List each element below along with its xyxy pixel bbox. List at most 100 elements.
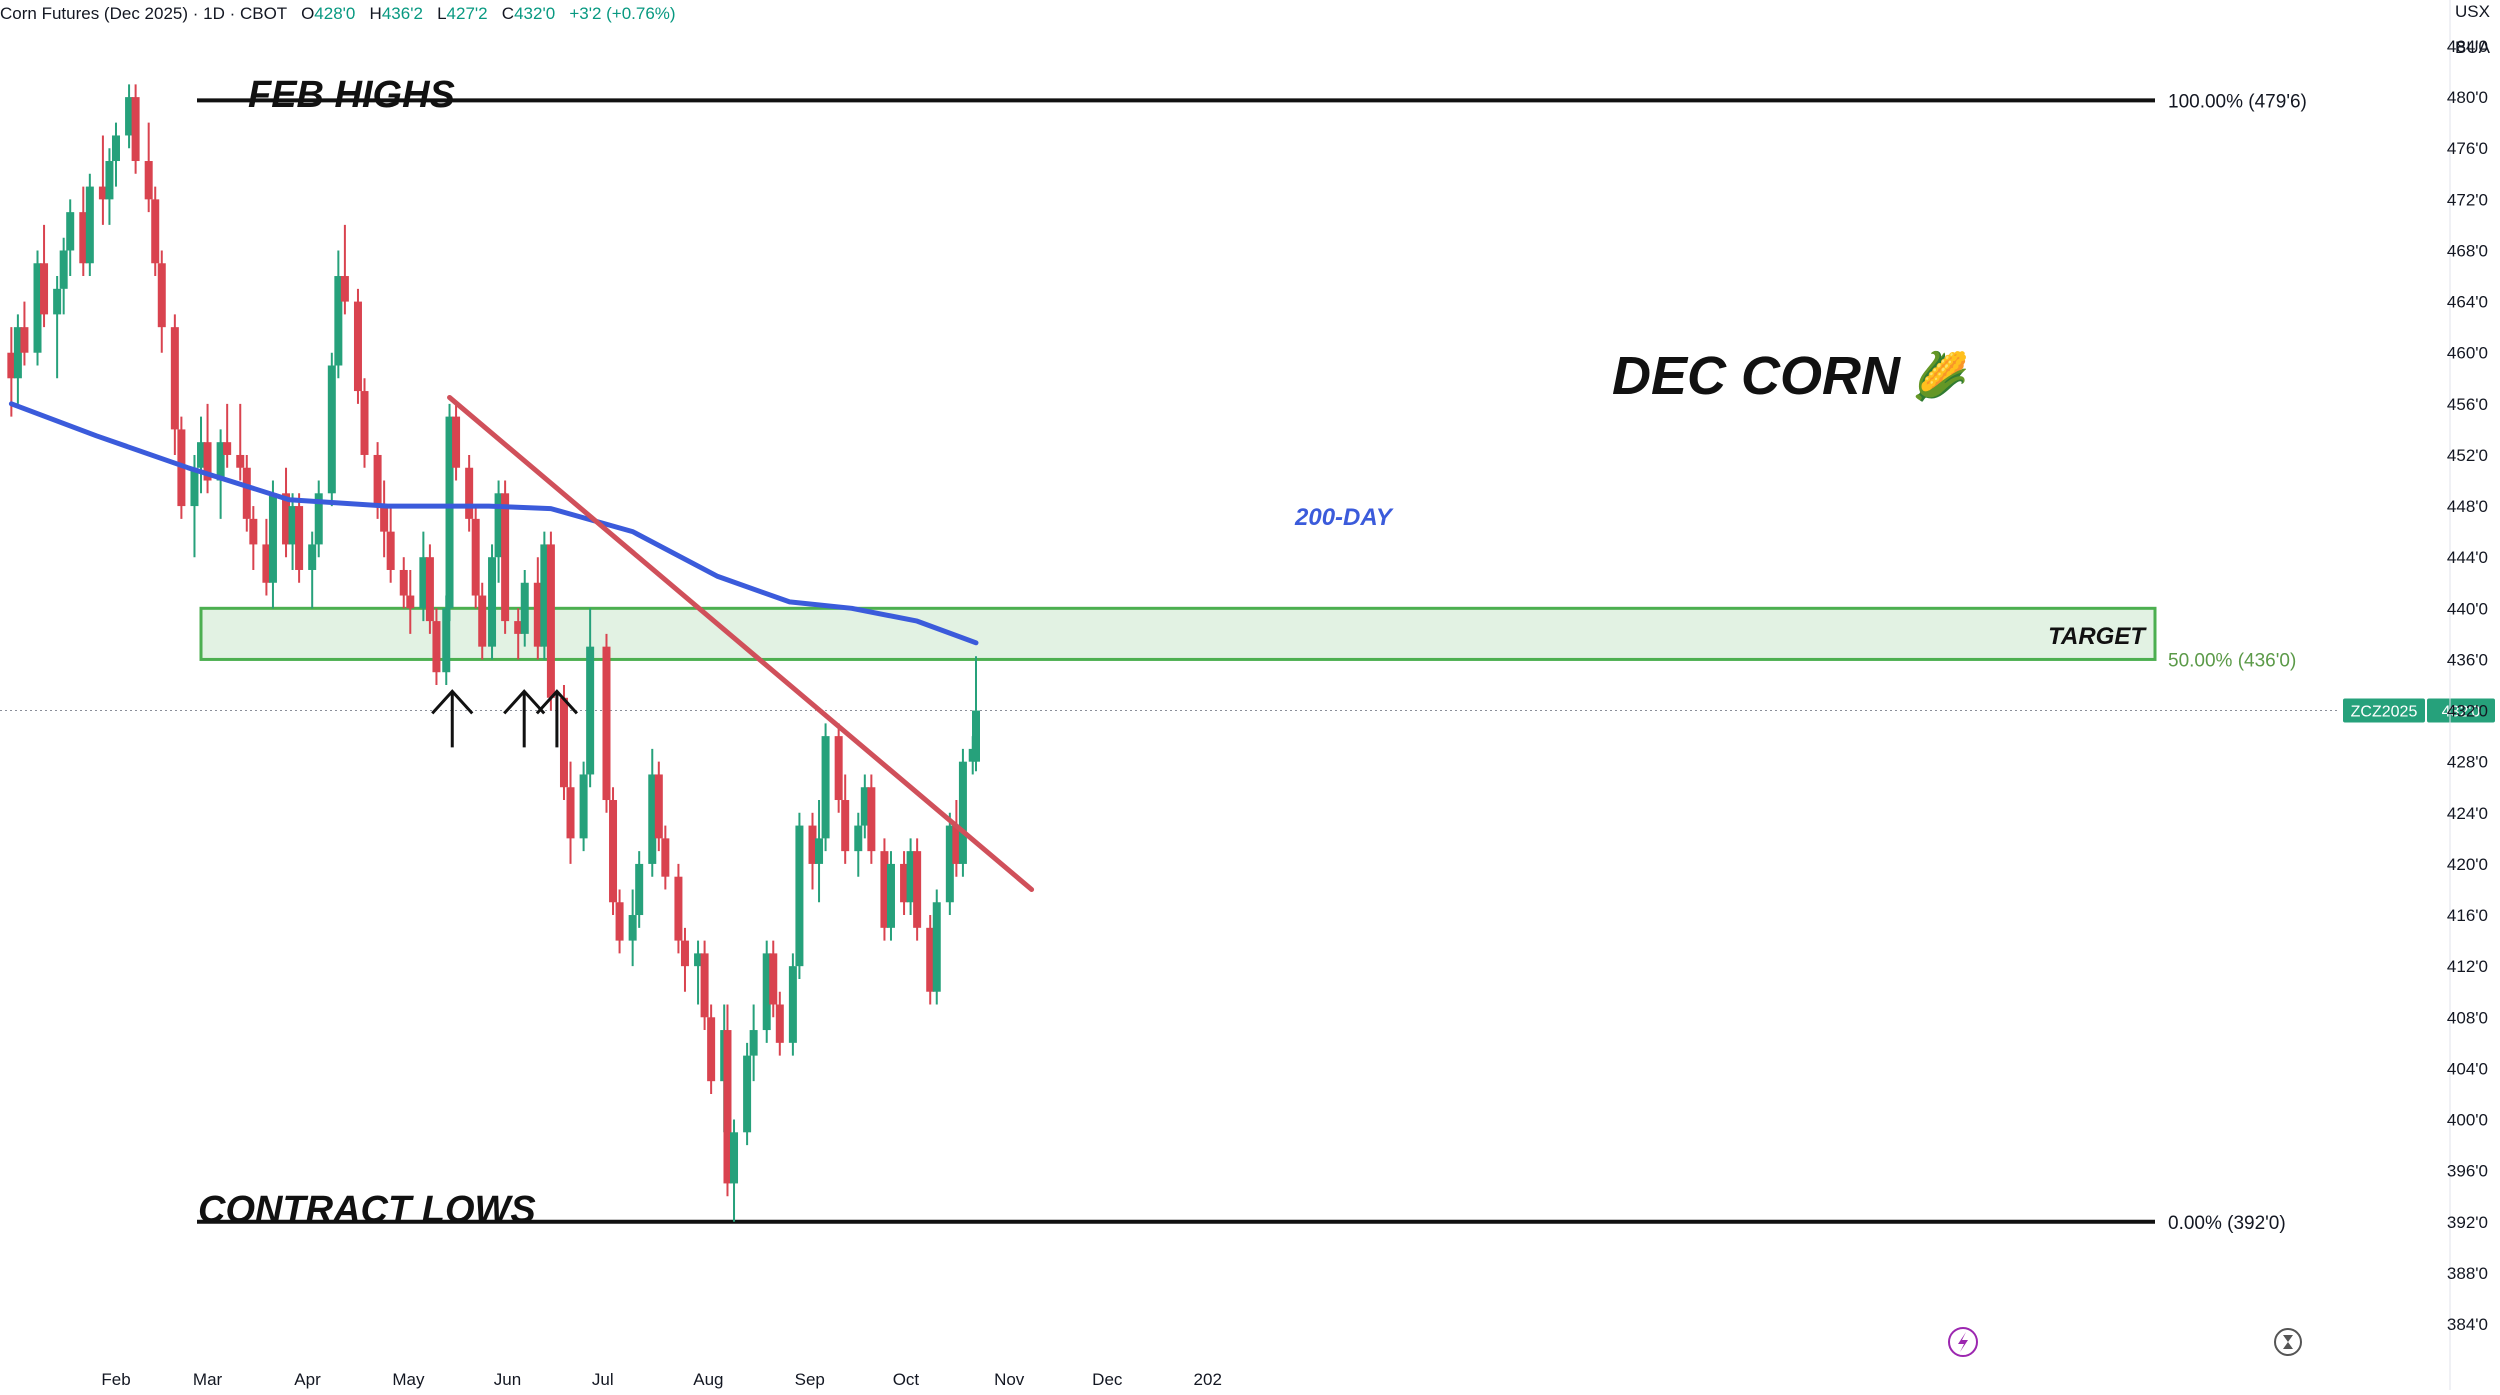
candle[interactable] bbox=[815, 800, 824, 903]
candle[interactable] bbox=[602, 633, 611, 813]
candle[interactable] bbox=[834, 723, 843, 813]
candle[interactable] bbox=[327, 352, 336, 507]
candle[interactable] bbox=[478, 582, 487, 660]
candle[interactable] bbox=[442, 595, 451, 685]
candle[interactable] bbox=[635, 851, 644, 928]
candle[interactable] bbox=[203, 403, 212, 494]
candle[interactable] bbox=[288, 493, 297, 570]
candle[interactable] bbox=[360, 378, 369, 468]
candle[interactable] bbox=[151, 186, 160, 277]
candle[interactable] bbox=[282, 467, 291, 558]
candle[interactable] bbox=[236, 403, 245, 481]
candle[interactable] bbox=[723, 1004, 732, 1197]
candle[interactable] bbox=[20, 301, 29, 366]
candle[interactable] bbox=[85, 173, 94, 277]
candle[interactable] bbox=[680, 927, 689, 992]
candle[interactable] bbox=[125, 84, 134, 149]
candle[interactable] bbox=[399, 557, 408, 609]
candle[interactable] bbox=[952, 800, 961, 877]
candle[interactable] bbox=[295, 493, 304, 583]
candle[interactable] bbox=[841, 774, 850, 864]
candle[interactable] bbox=[334, 250, 343, 379]
candle[interactable] bbox=[880, 838, 889, 941]
candle[interactable] bbox=[66, 199, 75, 277]
candle[interactable] bbox=[268, 480, 277, 609]
candle[interactable] bbox=[380, 480, 389, 558]
candle[interactable] bbox=[445, 403, 454, 622]
candle[interactable] bbox=[170, 314, 179, 455]
candle[interactable] bbox=[432, 608, 441, 685]
unit-label[interactable]: BUA bbox=[2455, 38, 2490, 57]
candle[interactable] bbox=[775, 991, 784, 1056]
candle[interactable] bbox=[559, 685, 568, 801]
candle[interactable] bbox=[886, 851, 895, 941]
candle[interactable] bbox=[788, 953, 797, 1056]
candle[interactable] bbox=[730, 1119, 739, 1222]
candle[interactable] bbox=[425, 544, 434, 634]
candle[interactable] bbox=[533, 557, 542, 660]
candle[interactable] bbox=[111, 122, 120, 187]
candle[interactable] bbox=[762, 940, 771, 1043]
candle[interactable] bbox=[340, 224, 349, 315]
candle[interactable] bbox=[743, 1042, 752, 1146]
candle[interactable] bbox=[242, 454, 251, 532]
candle[interactable] bbox=[262, 518, 271, 596]
candle[interactable] bbox=[540, 531, 549, 660]
candle[interactable] bbox=[79, 186, 88, 277]
candle[interactable] bbox=[501, 480, 510, 634]
candle[interactable] bbox=[867, 774, 876, 864]
candle[interactable] bbox=[488, 544, 497, 660]
candle[interactable] bbox=[958, 748, 967, 877]
candle[interactable] bbox=[769, 940, 778, 1018]
candle[interactable] bbox=[223, 403, 232, 468]
candle[interactable] bbox=[494, 480, 503, 583]
lightning-icon[interactable] bbox=[1948, 1327, 1978, 1357]
candle[interactable] bbox=[520, 569, 529, 647]
candle[interactable] bbox=[105, 148, 114, 225]
candle[interactable] bbox=[795, 812, 804, 979]
candle[interactable] bbox=[419, 531, 428, 622]
candle[interactable] bbox=[386, 506, 395, 583]
candle[interactable] bbox=[59, 237, 68, 315]
candle[interactable] bbox=[707, 1004, 716, 1094]
candle[interactable] bbox=[808, 812, 817, 890]
candle[interactable] bbox=[913, 838, 922, 941]
candle[interactable] bbox=[906, 838, 915, 916]
candle[interactable] bbox=[131, 84, 140, 174]
candle[interactable] bbox=[471, 506, 480, 609]
candle[interactable] bbox=[972, 656, 980, 772]
candle[interactable] bbox=[932, 889, 941, 1005]
candle[interactable] bbox=[33, 250, 42, 366]
currency-label[interactable]: USX bbox=[2455, 2, 2490, 21]
candle[interactable] bbox=[926, 915, 935, 1005]
candle[interactable] bbox=[53, 276, 62, 379]
candle[interactable] bbox=[586, 608, 595, 788]
candle[interactable] bbox=[566, 761, 575, 864]
candle[interactable] bbox=[749, 1004, 758, 1082]
candle[interactable] bbox=[654, 761, 663, 852]
candle[interactable] bbox=[514, 608, 523, 660]
candle[interactable] bbox=[628, 889, 637, 967]
candle[interactable] bbox=[216, 429, 225, 519]
symbol-header[interactable]: Corn Futures (Dec 2025) · 1D · CBOT O428… bbox=[0, 0, 676, 28]
candle[interactable] bbox=[546, 531, 555, 711]
candle[interactable] bbox=[609, 787, 618, 916]
candle[interactable] bbox=[661, 825, 670, 890]
candle[interactable] bbox=[674, 863, 683, 954]
candle[interactable] bbox=[197, 416, 206, 494]
candle[interactable] bbox=[353, 288, 362, 404]
candle[interactable] bbox=[900, 851, 909, 916]
candle[interactable] bbox=[249, 506, 258, 570]
candle[interactable] bbox=[579, 761, 588, 852]
candle[interactable] bbox=[144, 122, 153, 213]
candle[interactable] bbox=[694, 940, 703, 1005]
candle[interactable] bbox=[406, 569, 415, 634]
candle[interactable] bbox=[452, 403, 461, 481]
replay-icon[interactable] bbox=[2274, 1328, 2302, 1356]
candle[interactable] bbox=[700, 940, 709, 1031]
candle[interactable] bbox=[854, 812, 863, 877]
candle[interactable] bbox=[465, 454, 474, 532]
candle[interactable] bbox=[615, 889, 624, 954]
candle[interactable] bbox=[98, 135, 107, 225]
